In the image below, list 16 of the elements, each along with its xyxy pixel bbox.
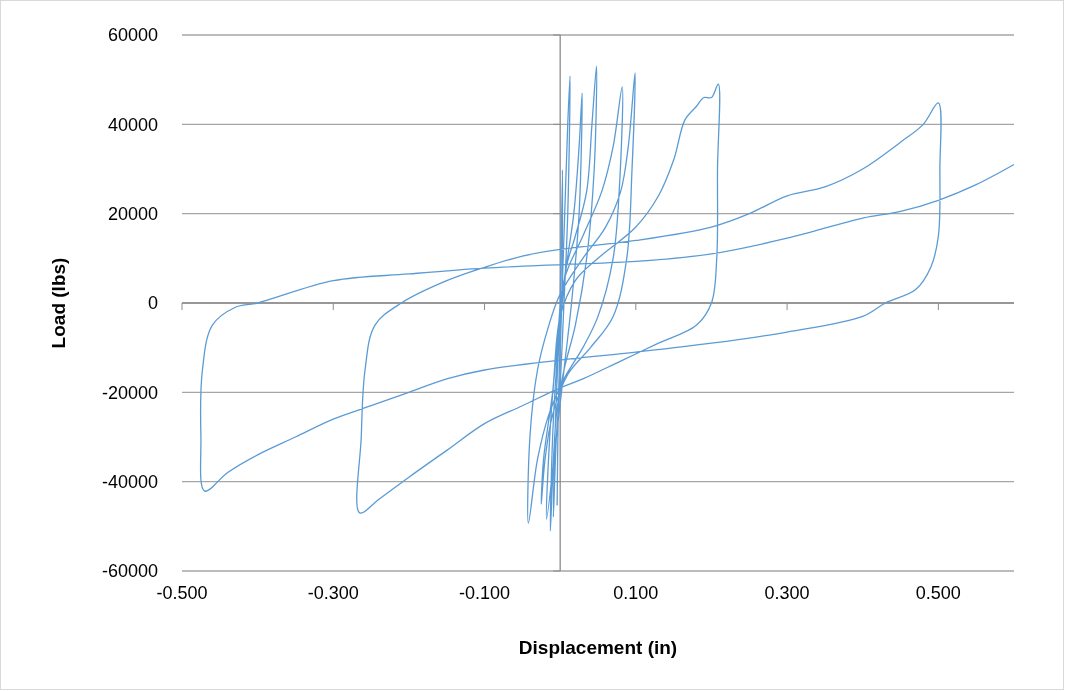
y-tick-label: -20000	[101, 382, 158, 403]
x-tick-label: 0.500	[915, 583, 961, 603]
y-tick-label: 0	[147, 293, 158, 314]
x-axis-title: Displacement (in)	[518, 637, 678, 658]
y-tick-label: -40000	[101, 471, 158, 492]
x-tick-label: 0.100	[613, 583, 659, 603]
x-tick-label: -0.500	[156, 583, 208, 603]
x-tick-label: 0.300	[764, 583, 810, 603]
line-series	[200, 65, 1015, 532]
y-tick-label: 60000	[107, 25, 158, 46]
y-axis-title: Load (lbs)	[48, 257, 69, 349]
x-tick-label: -0.300	[307, 583, 359, 603]
y-tick-label: -60000	[101, 561, 158, 582]
y-tick-label: 20000	[107, 203, 158, 224]
x-tick-label: -0.100	[459, 583, 511, 603]
y-tick-label: 40000	[107, 114, 158, 135]
